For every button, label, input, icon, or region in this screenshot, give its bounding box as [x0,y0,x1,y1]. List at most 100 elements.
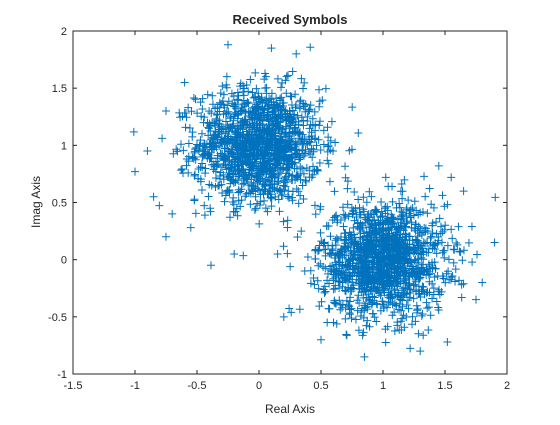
data-point [370,313,379,322]
data-point [335,284,344,293]
data-point [378,284,387,293]
data-point [419,228,428,237]
data-point [399,214,408,223]
data-point [321,84,330,93]
data-point [275,186,284,195]
data-point [383,230,392,239]
data-point [443,338,452,347]
data-point [397,207,406,216]
data-point [357,308,366,317]
data-point [313,165,322,174]
data-point [361,270,370,279]
data-point [215,130,224,139]
data-point [245,180,254,189]
data-point [307,128,316,137]
data-point [182,161,191,170]
data-point [233,88,242,97]
data-point [274,152,283,161]
data-point [256,126,265,135]
data-point [309,273,318,282]
data-point [324,269,333,278]
data-point [451,277,460,286]
data-point [276,137,285,146]
data-point [337,233,346,242]
data-point [404,196,413,205]
data-point [211,139,220,148]
data-point [247,175,256,184]
data-point [236,146,245,155]
data-point [350,233,359,242]
data-point [256,197,265,206]
data-point [293,139,302,148]
data-point [291,148,300,157]
data-point [218,97,227,106]
data-point [453,240,462,249]
data-point [369,264,378,273]
data-point [252,145,261,154]
data-point [204,150,213,159]
data-point [291,140,300,149]
chart-title: Received Symbols [233,12,348,27]
data-point [352,275,361,284]
data-point [215,107,224,116]
data-point [299,194,308,203]
data-point [359,193,368,202]
data-point [315,159,324,168]
data-point [231,139,240,148]
data-point [363,305,372,314]
data-point [398,255,407,264]
data-point [385,284,394,293]
data-point [388,237,397,246]
data-point [409,294,418,303]
data-point [401,222,410,231]
data-point [312,141,321,150]
data-point [414,329,423,338]
data-point [388,261,397,270]
data-point [317,297,326,306]
data-point [239,251,248,260]
data-point [444,267,453,276]
data-point [200,211,209,220]
data-point [402,300,411,309]
data-point [314,261,323,270]
data-point [260,142,269,151]
data-point [303,116,312,125]
data-point [424,270,433,279]
data-point [401,283,410,292]
data-point [351,204,360,213]
data-point [371,206,380,215]
data-point [310,201,319,210]
data-point [258,179,267,188]
data-point [395,248,404,257]
data-point [235,142,244,151]
data-point [353,254,362,263]
data-point [397,179,406,188]
data-point [368,309,377,318]
data-point [341,275,350,284]
data-point [307,144,316,153]
data-point [314,135,323,144]
data-point [282,89,291,98]
data-point [395,237,404,246]
data-point [193,109,202,118]
data-point [356,229,365,238]
data-point [379,302,388,311]
data-point [221,152,230,161]
data-point [454,222,463,231]
data-point [365,234,374,243]
data-point [351,315,360,324]
data-point [149,192,158,201]
data-point [396,317,405,326]
data-point [285,170,294,179]
data-point [238,117,247,126]
data-point [270,173,279,182]
data-point [294,199,303,208]
data-point [438,191,447,200]
data-point [215,181,224,190]
data-point [206,204,215,213]
data-point [306,101,315,110]
data-point [197,186,206,195]
data-point [244,107,253,116]
data-point [169,149,178,158]
